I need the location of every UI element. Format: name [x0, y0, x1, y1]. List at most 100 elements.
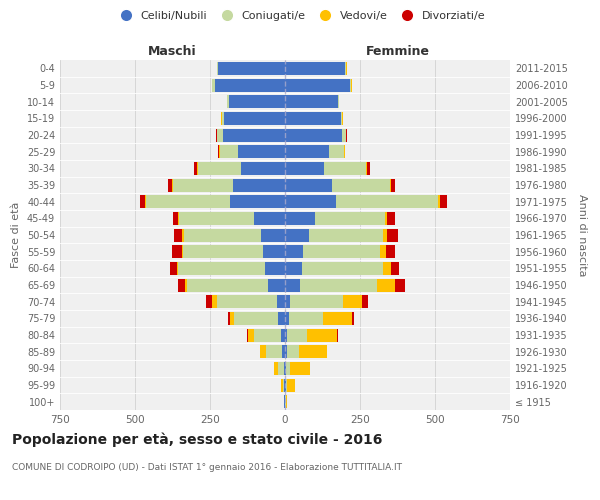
Bar: [349, 78, 352, 92]
Bar: [391, 178, 395, 192]
Bar: [219, 145, 220, 158]
Bar: [170, 262, 177, 275]
Bar: [287, 328, 307, 342]
Bar: [302, 262, 383, 275]
Bar: [263, 245, 285, 258]
Bar: [284, 362, 285, 375]
Text: Maschi: Maschi: [148, 44, 197, 58]
Bar: [178, 212, 179, 225]
Bar: [285, 212, 315, 225]
Bar: [260, 345, 266, 358]
Bar: [283, 378, 284, 392]
Bar: [303, 245, 380, 258]
Bar: [299, 345, 327, 358]
Bar: [285, 378, 286, 392]
Bar: [247, 328, 248, 342]
Bar: [146, 195, 229, 208]
Bar: [230, 312, 234, 325]
Bar: [285, 178, 331, 192]
Bar: [184, 228, 261, 241]
Bar: [395, 278, 405, 291]
Bar: [178, 278, 185, 291]
Bar: [274, 362, 278, 375]
Bar: [385, 212, 387, 225]
Bar: [268, 278, 285, 291]
Bar: [346, 128, 347, 141]
Bar: [284, 378, 285, 392]
Bar: [377, 278, 395, 291]
Bar: [343, 295, 362, 308]
Bar: [287, 378, 295, 392]
Bar: [221, 112, 222, 125]
Bar: [285, 145, 329, 158]
Bar: [212, 295, 217, 308]
Bar: [284, 395, 285, 408]
Bar: [387, 212, 395, 225]
Bar: [285, 78, 349, 92]
Bar: [285, 328, 287, 342]
Bar: [234, 312, 278, 325]
Bar: [290, 295, 343, 308]
Bar: [366, 162, 367, 175]
Bar: [217, 295, 277, 308]
Bar: [197, 162, 198, 175]
Bar: [187, 278, 268, 291]
Bar: [179, 212, 254, 225]
Bar: [286, 362, 290, 375]
Bar: [282, 345, 285, 358]
Bar: [285, 278, 300, 291]
Bar: [278, 362, 284, 375]
Bar: [227, 95, 229, 108]
Bar: [285, 245, 303, 258]
Bar: [145, 195, 146, 208]
Bar: [177, 262, 178, 275]
Bar: [194, 162, 197, 175]
Bar: [233, 178, 285, 192]
Bar: [309, 228, 383, 241]
Bar: [285, 95, 337, 108]
Bar: [224, 112, 285, 125]
Bar: [218, 62, 285, 75]
Bar: [341, 112, 342, 125]
Bar: [286, 378, 287, 392]
Bar: [222, 112, 224, 125]
Bar: [265, 262, 285, 275]
Bar: [217, 62, 218, 75]
Bar: [342, 112, 343, 125]
Bar: [352, 312, 354, 325]
Bar: [329, 145, 343, 158]
Bar: [215, 78, 285, 92]
Bar: [220, 145, 238, 158]
Bar: [380, 245, 386, 258]
Bar: [289, 312, 323, 325]
Bar: [300, 278, 377, 291]
Bar: [238, 145, 285, 158]
Bar: [287, 345, 299, 358]
Bar: [285, 362, 286, 375]
Bar: [217, 128, 223, 141]
Bar: [438, 195, 440, 208]
Bar: [277, 295, 285, 308]
Bar: [223, 128, 285, 141]
Bar: [281, 328, 285, 342]
Bar: [323, 312, 352, 325]
Bar: [343, 145, 344, 158]
Bar: [172, 178, 173, 192]
Bar: [387, 228, 398, 241]
Bar: [178, 262, 265, 275]
Bar: [386, 245, 395, 258]
Bar: [285, 112, 341, 125]
Bar: [337, 95, 338, 108]
Bar: [285, 62, 345, 75]
Bar: [173, 212, 178, 225]
Bar: [285, 128, 342, 141]
Bar: [248, 328, 254, 342]
Bar: [183, 245, 263, 258]
Bar: [390, 178, 391, 192]
Bar: [182, 245, 183, 258]
Bar: [315, 212, 385, 225]
Bar: [266, 345, 282, 358]
Bar: [285, 162, 324, 175]
Bar: [168, 178, 172, 192]
Y-axis label: Anni di nascita: Anni di nascita: [577, 194, 587, 276]
